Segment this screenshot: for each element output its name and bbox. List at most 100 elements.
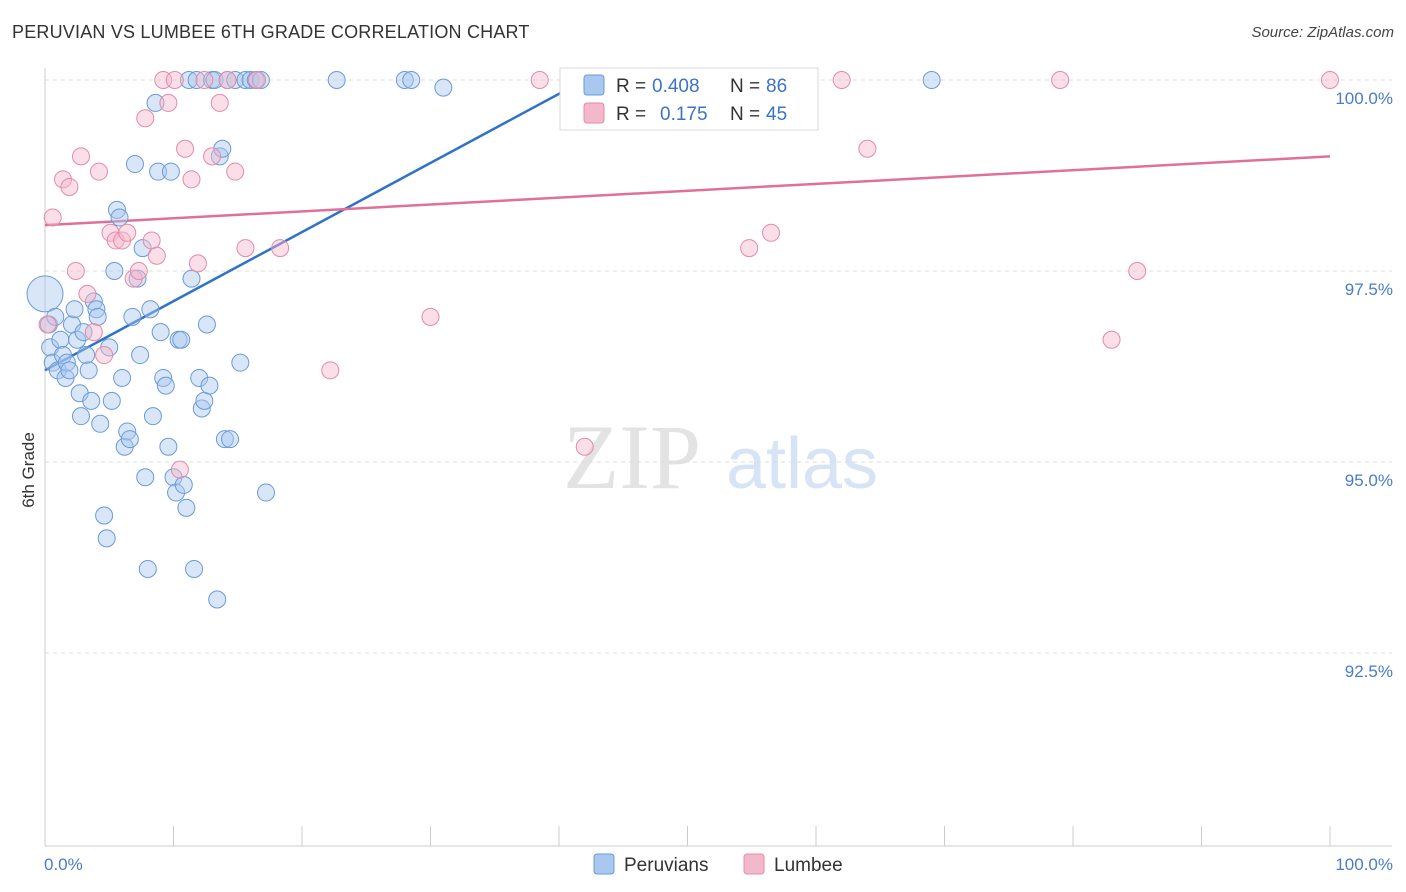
point-peruvians: [172, 330, 191, 349]
point-peruvians: [91, 414, 110, 433]
point-peruvians: [185, 559, 204, 578]
point-lumbee: [66, 262, 85, 280]
point-peruvians: [195, 391, 214, 410]
point-peruvians: [434, 78, 453, 97]
legend-n-value-2: 45: [766, 104, 787, 125]
point-peruvians: [149, 162, 168, 181]
y-tick-label: 97.5%: [1345, 280, 1393, 299]
trendline-lumbee: [44, 155, 1331, 227]
legend-r-value-2: 0.175: [660, 104, 708, 125]
point-peruvians: [241, 71, 260, 89]
axis-layer: 92.5% 95.0% 97.5% 100.0% 0.0% 100.0%: [44, 68, 1393, 874]
point-lumbee: [421, 307, 440, 326]
y-tick-label: 100.0%: [1335, 89, 1393, 108]
bottom-legend-swatch-peruvians: [593, 853, 615, 875]
point-peruvians: [125, 155, 144, 174]
point-peruvians: [213, 139, 232, 158]
point-lumbee: [188, 254, 207, 273]
point-lumbee: [129, 262, 148, 280]
point-lumbee: [530, 71, 549, 89]
point-lumbee: [210, 93, 229, 112]
point-peruvians: [197, 315, 216, 334]
point-peruvians: [327, 71, 346, 89]
point-lumbee: [182, 170, 201, 189]
point-lumbee: [53, 170, 72, 189]
watermark-atlas: atlas: [726, 424, 878, 504]
trendline-peruvians: [44, 78, 586, 372]
point-lumbee: [95, 346, 114, 365]
point-lumbee: [142, 231, 161, 250]
point-peruvians: [187, 71, 206, 89]
point-peruvians: [65, 300, 84, 319]
point-lumbee: [1102, 330, 1121, 349]
point-peruvians: [182, 269, 201, 288]
bottom-legend-peruvians: Peruvians: [624, 855, 709, 876]
point-lumbee: [38, 315, 57, 334]
point-lumbee: [195, 71, 214, 89]
point-lumbee: [78, 284, 97, 303]
point-lumbee: [218, 71, 237, 89]
point-lumbee: [236, 239, 255, 258]
point-peruvians: [46, 307, 65, 326]
point-peruvians: [113, 368, 132, 387]
legend-r-value-1: 0.408: [652, 76, 700, 97]
point-peruvians: [143, 407, 162, 426]
point-peruvians: [159, 437, 178, 456]
source-label: Source: ZipAtlas.com: [1251, 24, 1394, 41]
x-tick-label: 0.0%: [44, 855, 83, 874]
point-peruvians: [161, 162, 180, 181]
point-lumbee: [575, 437, 594, 456]
point-peruvians: [60, 361, 79, 380]
point-lumbee: [71, 147, 90, 166]
legend-r-label-1: R =: [616, 76, 646, 97]
bottom-legend-swatch-lumbee: [743, 853, 765, 875]
point-peruvians: [26, 275, 64, 313]
point-lumbee: [1051, 71, 1070, 89]
point-peruvians: [133, 239, 152, 258]
point-peruvians: [120, 430, 139, 449]
point-peruvians: [251, 71, 270, 89]
trend-layer: [44, 78, 1331, 372]
x-tick-label: 100.0%: [1335, 855, 1393, 874]
point-lumbee: [248, 71, 267, 89]
point-peruvians: [74, 323, 93, 342]
point-peruvians: [208, 590, 227, 609]
correlation-legend: R = 0.408 N = 86 R = 0.175 N = 45: [559, 67, 819, 131]
point-lumbee: [43, 208, 62, 227]
point-peruvians: [128, 269, 147, 288]
bottom-legend-lumbee: Lumbee: [774, 855, 843, 876]
point-lumbee: [176, 139, 195, 158]
legend-n-label-1: N =: [730, 76, 760, 97]
point-lumbee: [136, 109, 155, 128]
point-peruvians: [102, 391, 121, 410]
point-lumbee: [203, 147, 222, 166]
point-peruvians: [174, 475, 193, 494]
point-peruvians: [87, 300, 106, 319]
point-lumbee: [271, 239, 290, 258]
point-lumbee: [832, 71, 851, 89]
point-peruvians: [136, 468, 155, 487]
point-peruvians: [922, 71, 941, 89]
legend-swatch-peruvians: [583, 74, 605, 96]
point-peruvians: [71, 407, 90, 426]
point-peruvians: [179, 71, 198, 89]
point-peruvians: [97, 529, 116, 548]
point-peruvians: [68, 330, 87, 349]
point-peruvians: [200, 376, 219, 395]
point-peruvians: [164, 468, 183, 487]
point-peruvians: [257, 483, 276, 502]
point-peruvians: [156, 376, 175, 395]
point-peruvians: [146, 93, 165, 112]
chart-title: PERUVIAN VS LUMBEE 6TH GRADE CORRELATION…: [12, 22, 530, 42]
point-peruvians: [51, 330, 70, 349]
legend-r-label-2: R =: [616, 104, 646, 125]
point-peruvians: [79, 361, 98, 380]
point-peruvians: [151, 323, 170, 342]
point-peruvians: [88, 307, 107, 326]
point-lumbee: [118, 223, 137, 242]
point-peruvians: [123, 307, 142, 326]
point-lumbee: [170, 460, 189, 479]
points-layer: [26, 71, 1339, 609]
point-lumbee: [147, 246, 166, 265]
